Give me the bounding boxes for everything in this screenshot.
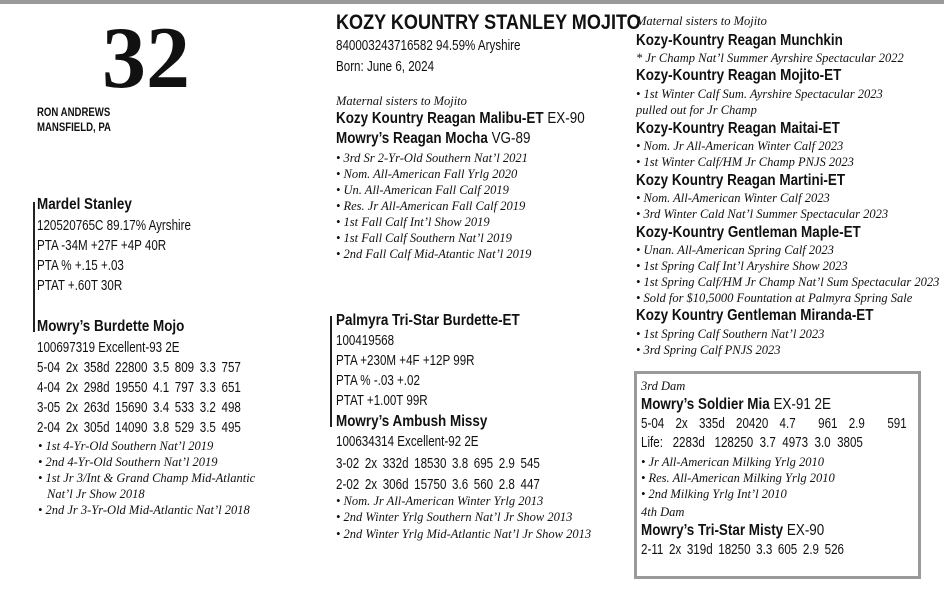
- sister-award: • 1st Spring Calf Southern Nat’l 2023: [636, 327, 825, 341]
- sister-award: pulled out for Jr Champ: [636, 103, 757, 117]
- sister-name: Mowry’s Reagan Mocha VG-89: [336, 130, 531, 147]
- sire-name: Mardel Stanley: [37, 196, 132, 213]
- dam-name: Mowry’s Burdette Mojo: [37, 318, 185, 335]
- third-dam-label: 3rd Dam: [641, 379, 686, 393]
- dam-award: • 1st Jr 3/Int & Grand Champ Mid-Atlanti…: [38, 471, 256, 485]
- sister-award: * Jr Champ Nat’l Summer Ayrshire Spectac…: [636, 51, 904, 65]
- sister-award: • Nom. All-American Fall Yrlg 2020: [336, 167, 518, 181]
- consignor-name: RON ANDREWS: [37, 105, 111, 119]
- sister-award: • Unan. All-American Spring Calf 2023: [636, 243, 834, 257]
- sire-line: 120520765C 89.17% Ayrshire: [37, 218, 191, 234]
- dam-record: 2-04 2x 305d 14090 3.8 529 3.5 495: [37, 420, 241, 436]
- sister-name: Kozy Kountry Reagan Martini-ET: [636, 172, 846, 189]
- grandsire-line: PTA % -.03 +.02: [336, 373, 420, 389]
- sister-award: • 1st Fall Calf Int’l Show 2019: [336, 215, 490, 229]
- sisters-heading: Maternal sisters to Mojito: [336, 94, 467, 108]
- sister-award: • Sold for $10,5000 Fountation at Palmyr…: [636, 291, 913, 305]
- animal-name: KOZY KOUNTRY STANLEY MOJITO: [336, 11, 641, 34]
- fourth-dam-name: Mowry’s Tri-Star Misty EX-90: [641, 522, 825, 539]
- granddam-line: 100634314 Excellent-92 2E: [336, 434, 479, 450]
- sister-name: Kozy Kountry Reagan Malibu-ET EX-90: [336, 110, 585, 127]
- sister-award: • Un. All-American Fall Calf 2019: [336, 183, 509, 197]
- sister-award: • Nom. Jr All-American Winter Calf 2023: [636, 139, 844, 153]
- granddam-award: • Nom. Jr All-American Winter Yrlg 2013: [336, 494, 544, 508]
- top-rule: [0, 0, 944, 4]
- sister-award: • 3rd Spring Calf PNJS 2023: [636, 343, 781, 357]
- granddam-record: 3-02 2x 332d 18530 3.8 695 2.9 545: [336, 456, 540, 472]
- sire-line: PTAT +.60T 30R: [37, 278, 123, 294]
- third-dam-name: Mowry’s Soldier Mia EX-91 2E: [641, 396, 831, 413]
- grandsire-name: Palmyra Tri-Star Burdette-ET: [336, 312, 520, 329]
- sire-line: PTA -34M +27F +4P 40R: [37, 238, 167, 254]
- dam-record: 4-04 2x 298d 19550 4.1 797 3.3 651: [37, 380, 241, 396]
- dam-award: Nat’l Jr Show 2018: [47, 487, 145, 501]
- dam-award: • 1st 4-Yr-Old Southern Nat’l 2019: [38, 439, 214, 453]
- consignor-location: MANSFIELD, PA: [37, 120, 111, 134]
- sister-name: Kozy Kountry Gentleman Miranda-ET: [636, 307, 874, 324]
- grandsire-line: 100419568: [336, 333, 395, 349]
- sister-award: • 1st Fall Calf Southern Nat’l 2019: [336, 231, 512, 245]
- sister-award: • 3rd Sr 2-Yr-Old Southern Nat’l 2021: [336, 151, 528, 165]
- sister-name: Kozy-Kountry Reagan Mojito-ET: [636, 67, 842, 84]
- sisters-heading: Maternal sisters to Mojito: [636, 14, 767, 28]
- pedigree-bracket: [330, 316, 332, 427]
- third-dam-record: 5-04 2x 335d 20420 4.7 961 2.9 591: [641, 416, 907, 432]
- sire-line: PTA % +.15 +.03: [37, 258, 124, 274]
- sister-award: • 3rd Winter Cald Nat’l Summer Spectacul…: [636, 207, 889, 221]
- animal-born: Born: June 6, 2024: [336, 59, 435, 75]
- third-dam-lifetime: Life: 2283d 128250 3.7 4973 3.0 3805: [641, 435, 863, 451]
- dam-line: 100697319 Excellent-93 2E: [37, 340, 180, 356]
- sister-award: • Res. Jr All-American Fall Calf 2019: [336, 199, 526, 213]
- fourth-dam-record: 2-11 2x 319d 18250 3.3 605 2.9 526: [641, 542, 844, 558]
- sister-award: • 2nd Fall Calf Mid-Atantic Nat’l 2019: [336, 247, 532, 261]
- animal-registration: 840003243716582 94.59% Aryshire: [336, 38, 521, 54]
- sister-award: • 1st Spring Calf Int’l Aryshire Show 20…: [636, 259, 848, 273]
- fourth-dam-label: 4th Dam: [641, 505, 685, 519]
- pedigree-bracket: [33, 202, 35, 332]
- grandsire-line: PTA +230M +4F +12P 99R: [336, 353, 475, 369]
- sister-name: Kozy-Kountry Reagan Munchkin: [636, 32, 843, 49]
- third-dam-award: • Res. All-American Milking Yrlg 2010: [641, 471, 835, 485]
- ancestry-box: [634, 371, 921, 579]
- sister-award: • 1st Winter Calf/HM Jr Champ PNJS 2023: [636, 155, 854, 169]
- granddam-award: • 2nd Winter Yrlg Mid-Atlantic Nat’l Jr …: [336, 527, 592, 541]
- sister-name: Kozy-Kountry Reagan Maitai-ET: [636, 120, 840, 137]
- dam-record: 3-05 2x 263d 15690 3.4 533 3.2 498: [37, 400, 241, 416]
- dam-award: • 2nd Jr 3-Yr-Old Mid-Atlantic Nat’l 201…: [38, 503, 250, 517]
- third-dam-award: • 2nd Milking Yrlg Int’l 2010: [641, 487, 787, 501]
- sister-award: • 1st Spring Calf/HM Jr Champ Nat’l Sum …: [636, 275, 940, 289]
- sister-name: Kozy-Kountry Gentleman Maple-ET: [636, 224, 861, 241]
- granddam-record: 2-02 2x 306d 15750 3.6 560 2.8 447: [336, 477, 540, 493]
- sister-award: • Nom. All-American Winter Calf 2023: [636, 191, 830, 205]
- grandsire-line: PTAT +1.00T 99R: [336, 393, 428, 409]
- granddam-award: • 2nd Winter Yrlg Southern Nat’l Jr Show…: [336, 510, 573, 524]
- granddam-name: Mowry’s Ambush Missy: [336, 413, 488, 430]
- sister-award: • 1st Winter Calf Sum. Ayrshire Spectacu…: [636, 87, 883, 101]
- dam-record: 5-04 2x 358d 22800 3.5 809 3.3 757: [37, 360, 241, 376]
- dam-award: • 2nd 4-Yr-Old Southern Nat’l 2019: [38, 455, 218, 469]
- third-dam-award: • Jr All-American Milking Yrlg 2010: [641, 455, 824, 469]
- lot-number: 32: [102, 10, 190, 107]
